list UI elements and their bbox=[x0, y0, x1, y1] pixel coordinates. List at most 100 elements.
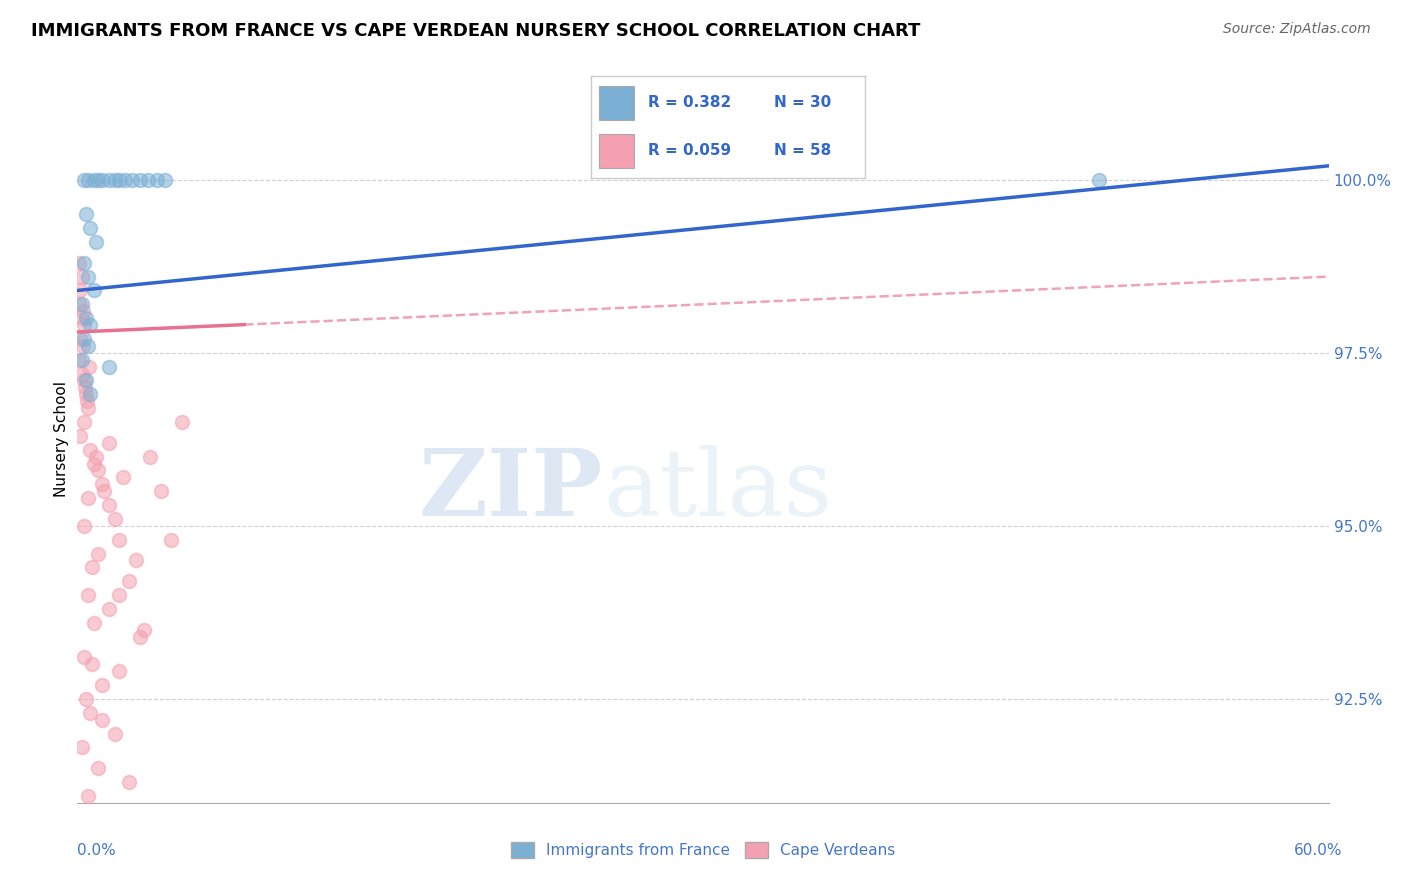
Point bbox=[112, 470, 135, 484]
Point bbox=[79, 442, 101, 457]
Point bbox=[72, 318, 94, 332]
Point bbox=[80, 657, 103, 672]
Point bbox=[87, 761, 110, 775]
Point bbox=[67, 297, 90, 311]
Point bbox=[70, 269, 93, 284]
Point bbox=[91, 678, 114, 692]
Point bbox=[97, 498, 120, 512]
Point bbox=[118, 574, 141, 589]
Point bbox=[97, 602, 120, 616]
Point bbox=[70, 367, 93, 381]
Point bbox=[72, 332, 94, 346]
Point bbox=[75, 692, 97, 706]
Point bbox=[75, 374, 97, 388]
Point bbox=[91, 172, 114, 186]
Point bbox=[108, 533, 131, 547]
Point bbox=[104, 172, 127, 186]
Point bbox=[79, 706, 101, 720]
Point bbox=[70, 740, 93, 755]
Point bbox=[83, 172, 105, 186]
Point bbox=[91, 713, 114, 727]
Point bbox=[75, 207, 97, 221]
Text: N = 58: N = 58 bbox=[775, 144, 831, 158]
Point bbox=[79, 387, 101, 401]
Point bbox=[70, 352, 93, 367]
Text: 0.0%: 0.0% bbox=[77, 843, 117, 858]
Point bbox=[70, 297, 93, 311]
Point bbox=[84, 235, 107, 249]
Point bbox=[125, 553, 148, 567]
Point bbox=[97, 435, 120, 450]
Point bbox=[91, 477, 114, 491]
Point bbox=[75, 311, 97, 326]
FancyBboxPatch shape bbox=[599, 87, 634, 120]
Point bbox=[149, 484, 172, 499]
Point bbox=[108, 172, 131, 186]
Point bbox=[87, 547, 110, 561]
Point bbox=[76, 172, 98, 186]
FancyBboxPatch shape bbox=[599, 135, 634, 168]
Text: R = 0.059: R = 0.059 bbox=[648, 144, 731, 158]
Point bbox=[145, 172, 167, 186]
Point bbox=[72, 374, 94, 388]
Point bbox=[87, 463, 110, 477]
Point bbox=[1088, 172, 1111, 186]
Point bbox=[76, 789, 98, 803]
Point bbox=[72, 519, 94, 533]
Point bbox=[76, 401, 98, 416]
Point bbox=[67, 256, 90, 270]
Point bbox=[104, 512, 127, 526]
Point bbox=[72, 304, 94, 318]
Point bbox=[67, 352, 90, 367]
Point bbox=[84, 450, 107, 464]
Point bbox=[79, 221, 101, 235]
Point bbox=[132, 623, 155, 637]
Point bbox=[83, 284, 105, 298]
Point bbox=[87, 172, 110, 186]
Legend: Immigrants from France, Cape Verdeans: Immigrants from France, Cape Verdeans bbox=[505, 836, 901, 864]
Text: Source: ZipAtlas.com: Source: ZipAtlas.com bbox=[1223, 22, 1371, 37]
Point bbox=[76, 339, 98, 353]
Text: 60.0%: 60.0% bbox=[1295, 843, 1343, 858]
Point bbox=[118, 775, 141, 789]
Point bbox=[136, 172, 159, 186]
Point bbox=[72, 415, 94, 429]
Point bbox=[79, 318, 101, 332]
Point bbox=[129, 172, 152, 186]
Point bbox=[72, 172, 94, 186]
Point bbox=[114, 172, 136, 186]
Point bbox=[75, 387, 97, 401]
Point bbox=[104, 726, 127, 740]
Point bbox=[153, 172, 176, 186]
Point bbox=[69, 429, 91, 443]
Point bbox=[76, 269, 98, 284]
Point bbox=[129, 630, 152, 644]
Point bbox=[72, 339, 94, 353]
Text: IMMIGRANTS FROM FRANCE VS CAPE VERDEAN NURSERY SCHOOL CORRELATION CHART: IMMIGRANTS FROM FRANCE VS CAPE VERDEAN N… bbox=[31, 22, 921, 40]
Point bbox=[139, 450, 162, 464]
Point bbox=[76, 394, 98, 409]
Point bbox=[83, 615, 105, 630]
Point bbox=[72, 650, 94, 665]
Point bbox=[69, 332, 91, 346]
Text: atlas: atlas bbox=[603, 445, 832, 535]
Point bbox=[69, 284, 91, 298]
Point bbox=[70, 311, 93, 326]
Point bbox=[93, 484, 115, 499]
Text: R = 0.382: R = 0.382 bbox=[648, 95, 731, 110]
Point bbox=[160, 533, 183, 547]
Point bbox=[73, 380, 96, 394]
Text: ZIP: ZIP bbox=[419, 445, 603, 535]
Point bbox=[97, 172, 120, 186]
Point bbox=[76, 588, 98, 602]
Point bbox=[80, 560, 103, 574]
Point bbox=[170, 415, 193, 429]
Y-axis label: Nursery School: Nursery School bbox=[53, 381, 69, 498]
Point bbox=[83, 457, 105, 471]
Point bbox=[97, 359, 120, 374]
Point bbox=[121, 172, 143, 186]
Text: N = 30: N = 30 bbox=[775, 95, 831, 110]
Point bbox=[76, 491, 98, 505]
Point bbox=[72, 256, 94, 270]
Point bbox=[108, 588, 131, 602]
